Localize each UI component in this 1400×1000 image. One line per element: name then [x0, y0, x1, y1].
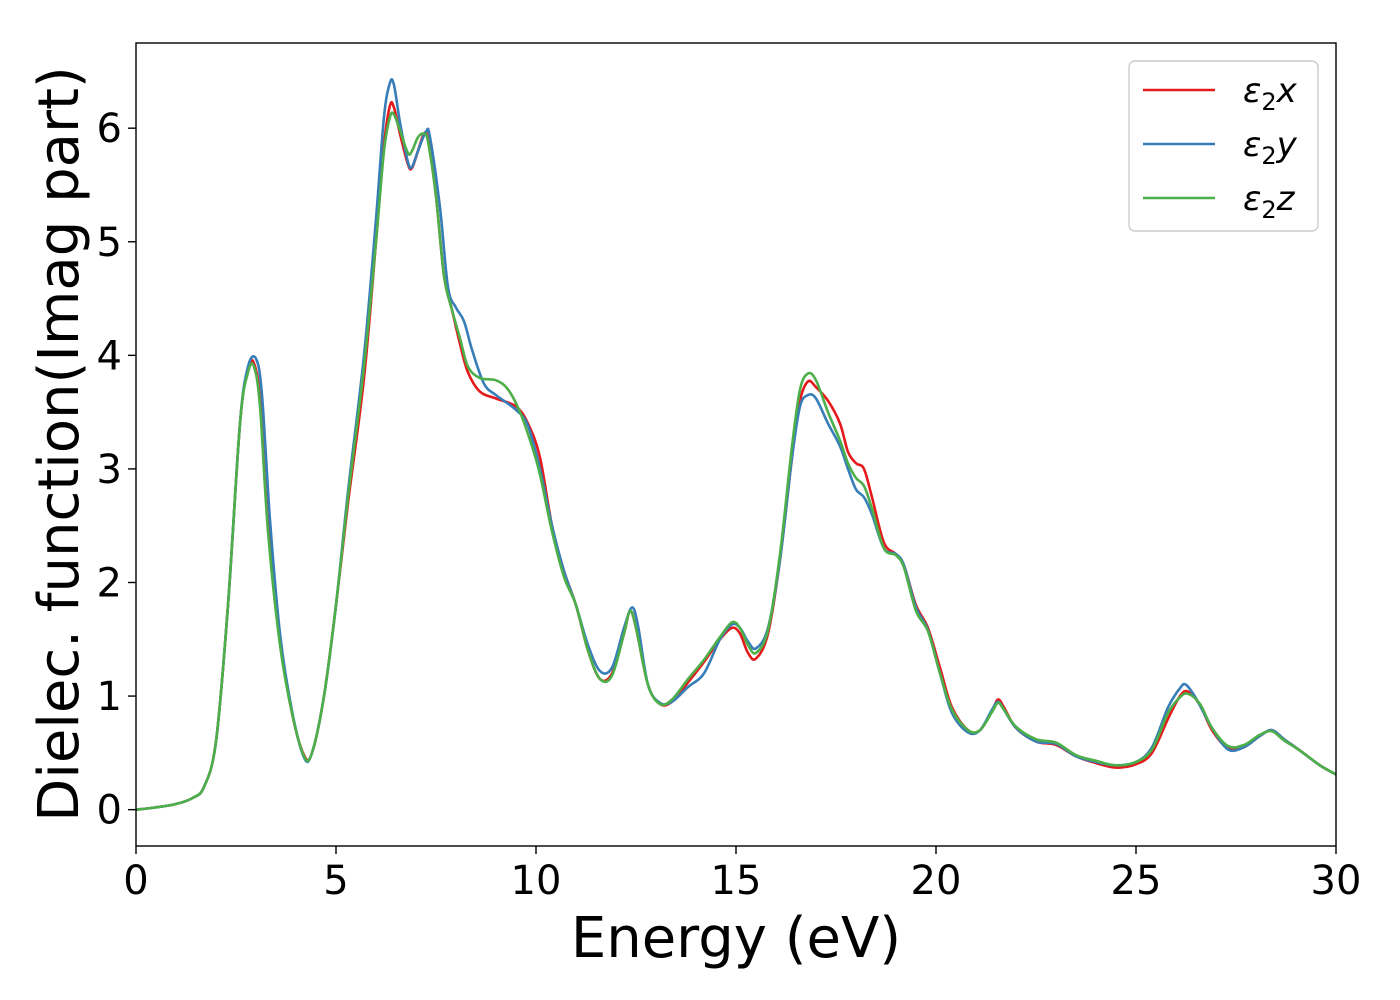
x-tick-label: 0: [123, 858, 148, 904]
y-tick-label: 5: [97, 220, 122, 266]
x-tick-label: 15: [711, 858, 762, 904]
legend-label-x: ε2x: [1243, 71, 1298, 116]
legend-label-y: ε2y: [1243, 125, 1298, 170]
series-layer: [136, 78, 1336, 811]
x-tick-label: 30: [1311, 858, 1362, 904]
y-tick-label: 0: [97, 788, 122, 834]
x-tick-label: 10: [511, 858, 562, 904]
legend-box: [1128, 60, 1319, 232]
y-axis: 0 1 2 3 4 5 6: [97, 106, 136, 834]
series-line-z: [136, 111, 1336, 811]
y-tick-label: 4: [97, 333, 122, 379]
x-axis-label: Energy (eV): [571, 906, 901, 971]
x-axis: 0 5 10 15 20 25 30: [123, 846, 1361, 904]
y-tick-label: 3: [97, 447, 122, 493]
y-tick-label: 2: [97, 560, 122, 606]
y-axis-label: Dielec. function(Imag part): [27, 66, 92, 822]
x-tick-label: 20: [911, 858, 962, 904]
x-tick-label: 5: [323, 858, 348, 904]
legend: ε2x ε2y ε2z: [1128, 60, 1319, 232]
y-tick-label: 1: [97, 674, 122, 720]
x-tick-label: 25: [1111, 858, 1162, 904]
y-tick-label: 6: [97, 106, 122, 152]
legend-label-z: ε2z: [1243, 179, 1296, 224]
